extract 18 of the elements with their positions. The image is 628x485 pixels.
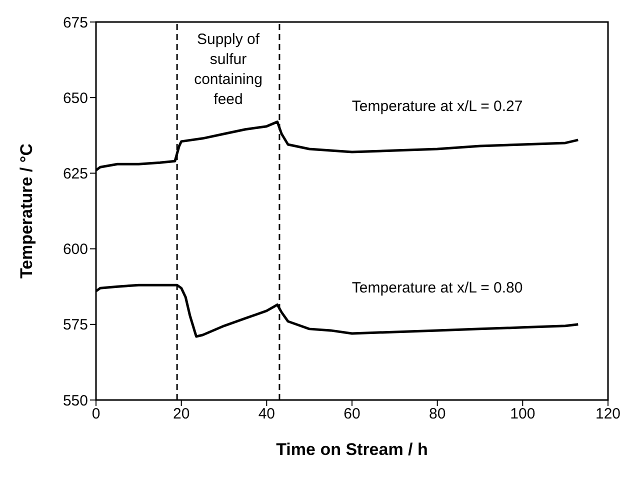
annotation: Supply of sulfur containing feed <box>194 31 262 108</box>
y-tick-label: 650 <box>62 90 88 107</box>
x-tick-label: 0 <box>92 406 100 423</box>
y-tick-label: 575 <box>62 316 88 334</box>
series-label: Temperature at x/L = 0.27 <box>352 98 523 116</box>
x-tick-label: 20 <box>172 406 190 423</box>
x-tick-label: 80 <box>428 406 446 423</box>
y-tick-label: 600 <box>62 241 88 258</box>
y-tick-label: 550 <box>62 392 88 410</box>
text: Temperature at x/L = 0.80 <box>352 279 523 296</box>
x-tick-label: 60 <box>344 406 360 423</box>
x-tick-label: 120 <box>595 406 621 423</box>
y-axis-title: Temperature / °C <box>17 144 36 278</box>
x-axis-title: Time on Stream / h <box>276 440 428 459</box>
x-tick-label: 100 <box>510 406 536 423</box>
y-tick-label: 675 <box>62 14 88 32</box>
y-tick-label: 625 <box>62 166 88 183</box>
x-tick-label: 40 <box>258 406 276 423</box>
